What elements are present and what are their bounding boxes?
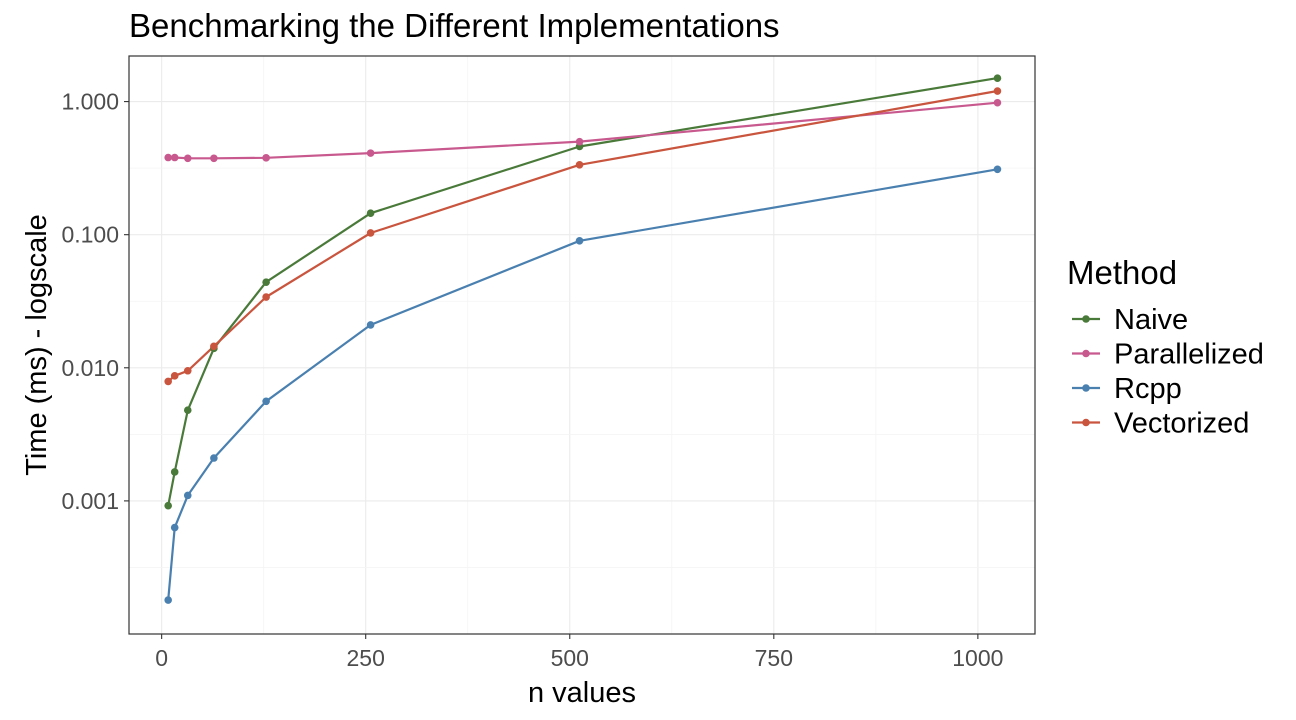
series-line-vectorized [167,89,998,383]
legend-key-point-rcpp [1082,384,1090,392]
data-point-vectorized [170,372,179,380]
data-point-parallelized [366,149,375,157]
series-line-parallelized [168,101,998,160]
data-point-vectorized [366,229,375,237]
legend-key-point-vectorized [1082,418,1090,427]
data-point-parallelized [164,153,172,162]
data-point-parallelized [170,153,179,162]
data-point-vectorized [993,87,1002,95]
data-point-rcpp [262,397,270,406]
legend-label-vectorized: Vectorized [1114,408,1249,440]
y-tick-label: 0.010 [61,355,119,381]
data-point-naive [366,209,375,218]
x-axis-title: n values [528,677,636,709]
data-point-naive [170,468,179,476]
legend-label-rcpp: Rcpp [1114,373,1182,405]
legend-key-point-naive [1082,315,1090,323]
legend-key-point-parallelized [1082,349,1090,358]
legend-label-parallelized: Parallelized [1114,339,1264,371]
series-line-rcpp [167,168,998,601]
y-tick-label: 0.001 [61,488,119,514]
data-point-rcpp [164,596,172,604]
data-point-parallelized [262,154,270,162]
data-point-vectorized [210,342,218,351]
series-lines [167,77,998,601]
data-point-rcpp [366,321,375,329]
legend-title: Method [1067,254,1177,291]
data-point-rcpp [170,523,179,532]
data-point-parallelized [993,98,1002,107]
data-point-parallelized [183,154,192,163]
data-point-naive [262,278,270,286]
x-tick-label: 250 [347,645,385,671]
y-tick-label: 1.000 [61,89,119,115]
data-point-naive [183,406,192,415]
data-point-rcpp [993,165,1002,174]
data-point-vectorized [164,377,172,386]
y-axis-title: Time (ms) - logscale [21,214,53,476]
y-tick-label: 0.100 [61,222,119,248]
data-point-vectorized [183,366,192,375]
y-axis-ticks: 0.001 0.010 0.100 1.000 [61,89,129,514]
data-point-rcpp [210,454,218,462]
data-point-naive [164,501,172,510]
data-points [164,74,1002,604]
legend-label-naive: Naive [1114,304,1188,336]
series-line-naive [167,77,998,506]
x-tick-label: 1000 [952,645,1003,671]
data-point-parallelized [575,137,584,146]
data-point-parallelized [210,154,218,163]
data-point-naive [993,74,1002,82]
x-tick-label: 750 [755,645,793,671]
data-point-vectorized [262,293,270,301]
plot-panel-border [128,55,1036,635]
grid [129,56,1035,634]
chart-title: Benchmarking the Different Implementatio… [129,7,780,44]
data-point-rcpp [183,491,192,500]
x-axis-ticks: 0 250 500 750 1000 [155,634,1003,671]
x-tick-label: 500 [551,645,589,671]
x-tick-label: 0 [155,645,168,671]
data-point-vectorized [575,160,584,169]
data-point-rcpp [575,236,584,245]
